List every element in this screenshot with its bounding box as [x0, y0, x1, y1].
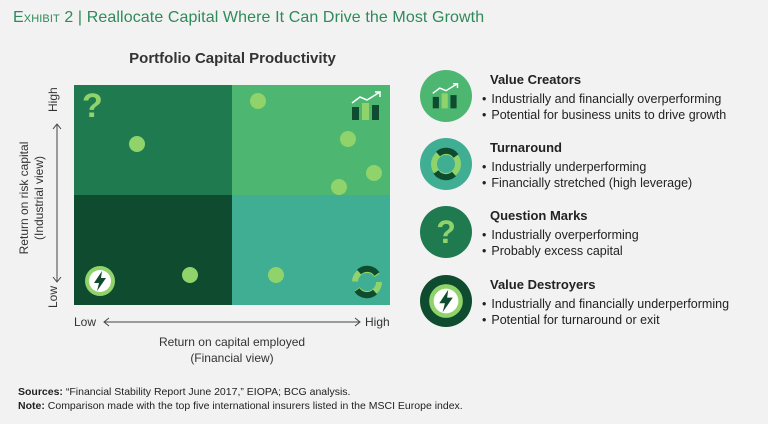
x-axis-low-label: Low: [74, 315, 97, 329]
cycle-arrows-icon: [352, 265, 382, 299]
bar-chart-growth-icon: [420, 70, 472, 122]
legend-bullet: Industrially and financially overperform…: [482, 91, 726, 107]
legend-bullets: Industrially underperforming Financially…: [482, 159, 692, 191]
legend-bullets: Industrially and financially overperform…: [482, 91, 726, 123]
x-axis-high-label: High: [365, 315, 390, 329]
legend-bullet: Industrially underperforming: [482, 159, 692, 175]
lightning-bolt-icon: [85, 266, 115, 296]
sources-text: “Financial Stability Report June 2017,” …: [65, 386, 351, 398]
legend-bullets: Industrially overperforming Probably exc…: [482, 227, 639, 259]
legend-bullet: Probably excess capital: [482, 243, 639, 259]
x-axis-label-line1: Return on capital employed: [158, 335, 306, 349]
quadrant-value-creators: [232, 85, 390, 195]
cycle-arrows-icon: [420, 138, 472, 190]
x-axis-label-line2: (Financial view): [190, 351, 274, 365]
y-axis-low-label: Low: [46, 285, 60, 308]
legend-bullet: Industrially overperforming: [482, 227, 638, 243]
legend-bullets: Industrially and financially underperfor…: [482, 296, 729, 328]
note-line: Note: Comparison made with the top five …: [18, 399, 463, 413]
portfolio-matrix: ?: [74, 85, 390, 305]
x-axis-label: Return on capital employed (Financial vi…: [74, 334, 390, 366]
matrix-title: Portfolio Capital Productivity: [129, 50, 336, 67]
note-text: Comparison made with the top five intern…: [47, 400, 463, 412]
quadrant-value-destroyers: [74, 195, 232, 305]
y-axis-high-label: High: [46, 87, 60, 112]
portfolio-dot: [366, 165, 382, 181]
portfolio-dot: [250, 93, 266, 109]
portfolio-dot: [129, 136, 145, 152]
y-axis-arrow: [52, 123, 62, 283]
quadrant-turnaround: [232, 195, 390, 305]
legend-bullet: Potential for turnaround or exit: [482, 312, 729, 328]
bar-chart-growth-icon: [351, 91, 381, 120]
y-axis-label-line1: Return on risk capital: [17, 141, 31, 254]
legend-title: Turnaround: [490, 140, 562, 155]
portfolio-dot: [331, 179, 347, 195]
portfolio-dot: [182, 267, 198, 283]
sources-line: Sources: “Financial Stability Report Jun…: [18, 385, 463, 399]
portfolio-dot: [268, 267, 284, 283]
legend-title: Question Marks: [490, 208, 588, 223]
legend-bullet: Industrially and financially underperfor…: [482, 296, 729, 312]
sources-label: Sources:: [18, 386, 63, 398]
exhibit-separator: |: [73, 9, 87, 26]
question-mark-icon: ?: [420, 206, 472, 258]
x-axis-arrow: [103, 317, 361, 327]
y-axis-label: Return on risk capital (Industrial view): [10, 90, 54, 305]
note-label: Note:: [18, 400, 45, 412]
footnotes: Sources: “Financial Stability Report Jun…: [18, 385, 463, 413]
quadrant-question-marks: ?: [74, 85, 232, 195]
portfolio-dot: [340, 131, 356, 147]
lightning-bolt-icon: [420, 275, 472, 327]
exhibit-title: Reallocate Capital Where It Can Drive th…: [86, 9, 485, 26]
question-mark-icon: ?: [82, 87, 103, 125]
exhibit-label: Exhibit 2: [13, 9, 74, 26]
legend-title: Value Destroyers: [490, 277, 596, 292]
y-axis-label-line2: (Industrial view): [32, 155, 46, 240]
legend-bullet: Potential for business units to drive gr…: [482, 107, 726, 123]
exhibit-header: Exhibit 2 | Reallocate Capital Where It …: [13, 9, 484, 27]
legend-title: Value Creators: [490, 72, 582, 87]
legend-bullet: Financially stretched (high leverage): [482, 175, 692, 191]
